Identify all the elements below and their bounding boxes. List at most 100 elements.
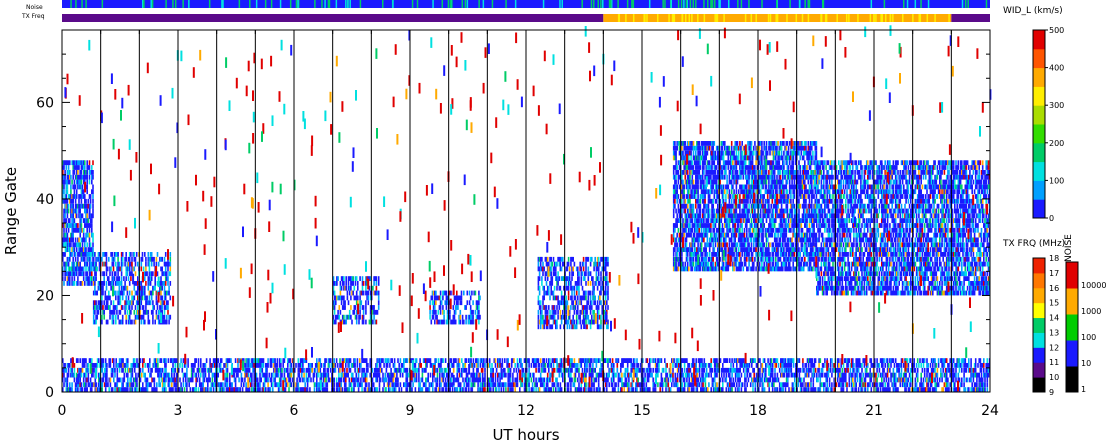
echo-cell <box>544 256 547 262</box>
echo-cell <box>140 295 143 301</box>
echo-cell <box>783 141 785 146</box>
echo-cell <box>779 194 782 199</box>
echo-cell <box>783 189 785 195</box>
echo-cell <box>788 213 791 219</box>
echo-cell <box>719 165 721 170</box>
echo-cell <box>345 319 347 325</box>
echo-cell <box>164 305 167 310</box>
echo-cell <box>772 208 775 214</box>
echo-cell <box>169 256 172 262</box>
echo-cell <box>692 189 695 195</box>
echo-cell <box>166 261 168 267</box>
noise-tick <box>748 0 750 8</box>
echo-cell <box>66 223 69 228</box>
echo-cell <box>800 266 803 272</box>
echo-cell <box>811 179 813 185</box>
echo-cell <box>714 189 717 195</box>
echo-cell <box>751 252 754 257</box>
echo-cell <box>816 160 818 166</box>
echo-cell <box>712 141 714 146</box>
echo-cell <box>97 281 100 286</box>
echo-cell <box>86 170 88 175</box>
echo-cell <box>730 184 733 190</box>
echo-cell <box>82 170 85 175</box>
echo-cell <box>698 208 701 214</box>
echo-cell <box>64 261 66 267</box>
echo-cell <box>739 203 741 209</box>
echo-cell <box>102 309 104 315</box>
echo-cell <box>790 266 792 272</box>
echo-cell <box>835 281 838 286</box>
txfreq-tick <box>869 14 872 22</box>
echo-cell <box>780 247 783 252</box>
echo-cell <box>725 261 727 267</box>
echo-cell <box>73 276 76 281</box>
echo-cell <box>692 155 695 161</box>
echo-cell <box>683 145 685 151</box>
echo-cell <box>790 174 792 180</box>
echo-cell <box>836 208 839 214</box>
echo-cell <box>65 189 68 195</box>
echo-cell <box>579 300 581 306</box>
noise-tick <box>807 0 809 8</box>
echo-cell <box>759 203 762 209</box>
echo-cell <box>66 184 69 190</box>
echo-cell <box>674 261 676 267</box>
echo-cell <box>580 271 583 277</box>
echo-cell <box>708 242 711 248</box>
echo-cell <box>710 155 712 161</box>
echo-cell <box>86 184 88 190</box>
echo-cell <box>734 232 736 238</box>
echo-cell <box>765 256 768 262</box>
echo-cell <box>778 184 781 190</box>
echo-cell <box>775 232 777 238</box>
echo-cell <box>809 170 812 175</box>
echo-cell <box>797 189 799 195</box>
echo-cell <box>740 145 742 151</box>
echo-cell <box>81 203 84 209</box>
echo-cell <box>678 141 681 146</box>
echo-cell <box>682 155 684 161</box>
echo-cell <box>807 189 810 195</box>
echo-cell <box>712 227 714 233</box>
echo-cell <box>831 256 833 262</box>
echo-cell <box>674 155 676 161</box>
echo-cell <box>574 281 577 286</box>
echo-cell <box>802 232 805 238</box>
echo-cell <box>542 305 544 310</box>
echo-cell <box>81 174 84 180</box>
echo-cell <box>678 261 681 267</box>
echo-cell <box>97 285 100 291</box>
echo-cell <box>743 160 746 166</box>
echo-cell <box>601 285 603 291</box>
noise-tick <box>776 0 778 8</box>
echo-cell <box>739 141 741 146</box>
echo-cell <box>357 295 359 301</box>
echo-cell <box>748 232 750 238</box>
echo-cell <box>824 261 826 267</box>
echo-cell <box>91 266 93 272</box>
echo-cell <box>799 155 801 161</box>
echo-cell <box>829 242 832 248</box>
echo-cell <box>836 261 839 267</box>
echo-cell <box>778 150 781 156</box>
echo-cell <box>696 252 698 257</box>
echo-cell <box>681 266 683 272</box>
echo-cell <box>692 145 695 151</box>
echo-cell <box>829 160 832 166</box>
echo-cell <box>719 218 721 223</box>
echo-cell <box>780 203 783 209</box>
echo-cell <box>347 281 350 286</box>
echo-cell <box>161 285 163 291</box>
echo-cell <box>600 290 602 296</box>
echo-cell <box>606 324 608 330</box>
echo-cell <box>146 295 148 301</box>
echo-cell <box>775 189 777 195</box>
echo-cell <box>541 314 543 320</box>
echo-cell <box>712 203 714 209</box>
echo-cell <box>592 290 594 296</box>
echo-cell <box>778 266 781 272</box>
echo-cell <box>72 261 74 267</box>
echo-cell <box>763 208 765 214</box>
echo-cell <box>66 232 69 238</box>
